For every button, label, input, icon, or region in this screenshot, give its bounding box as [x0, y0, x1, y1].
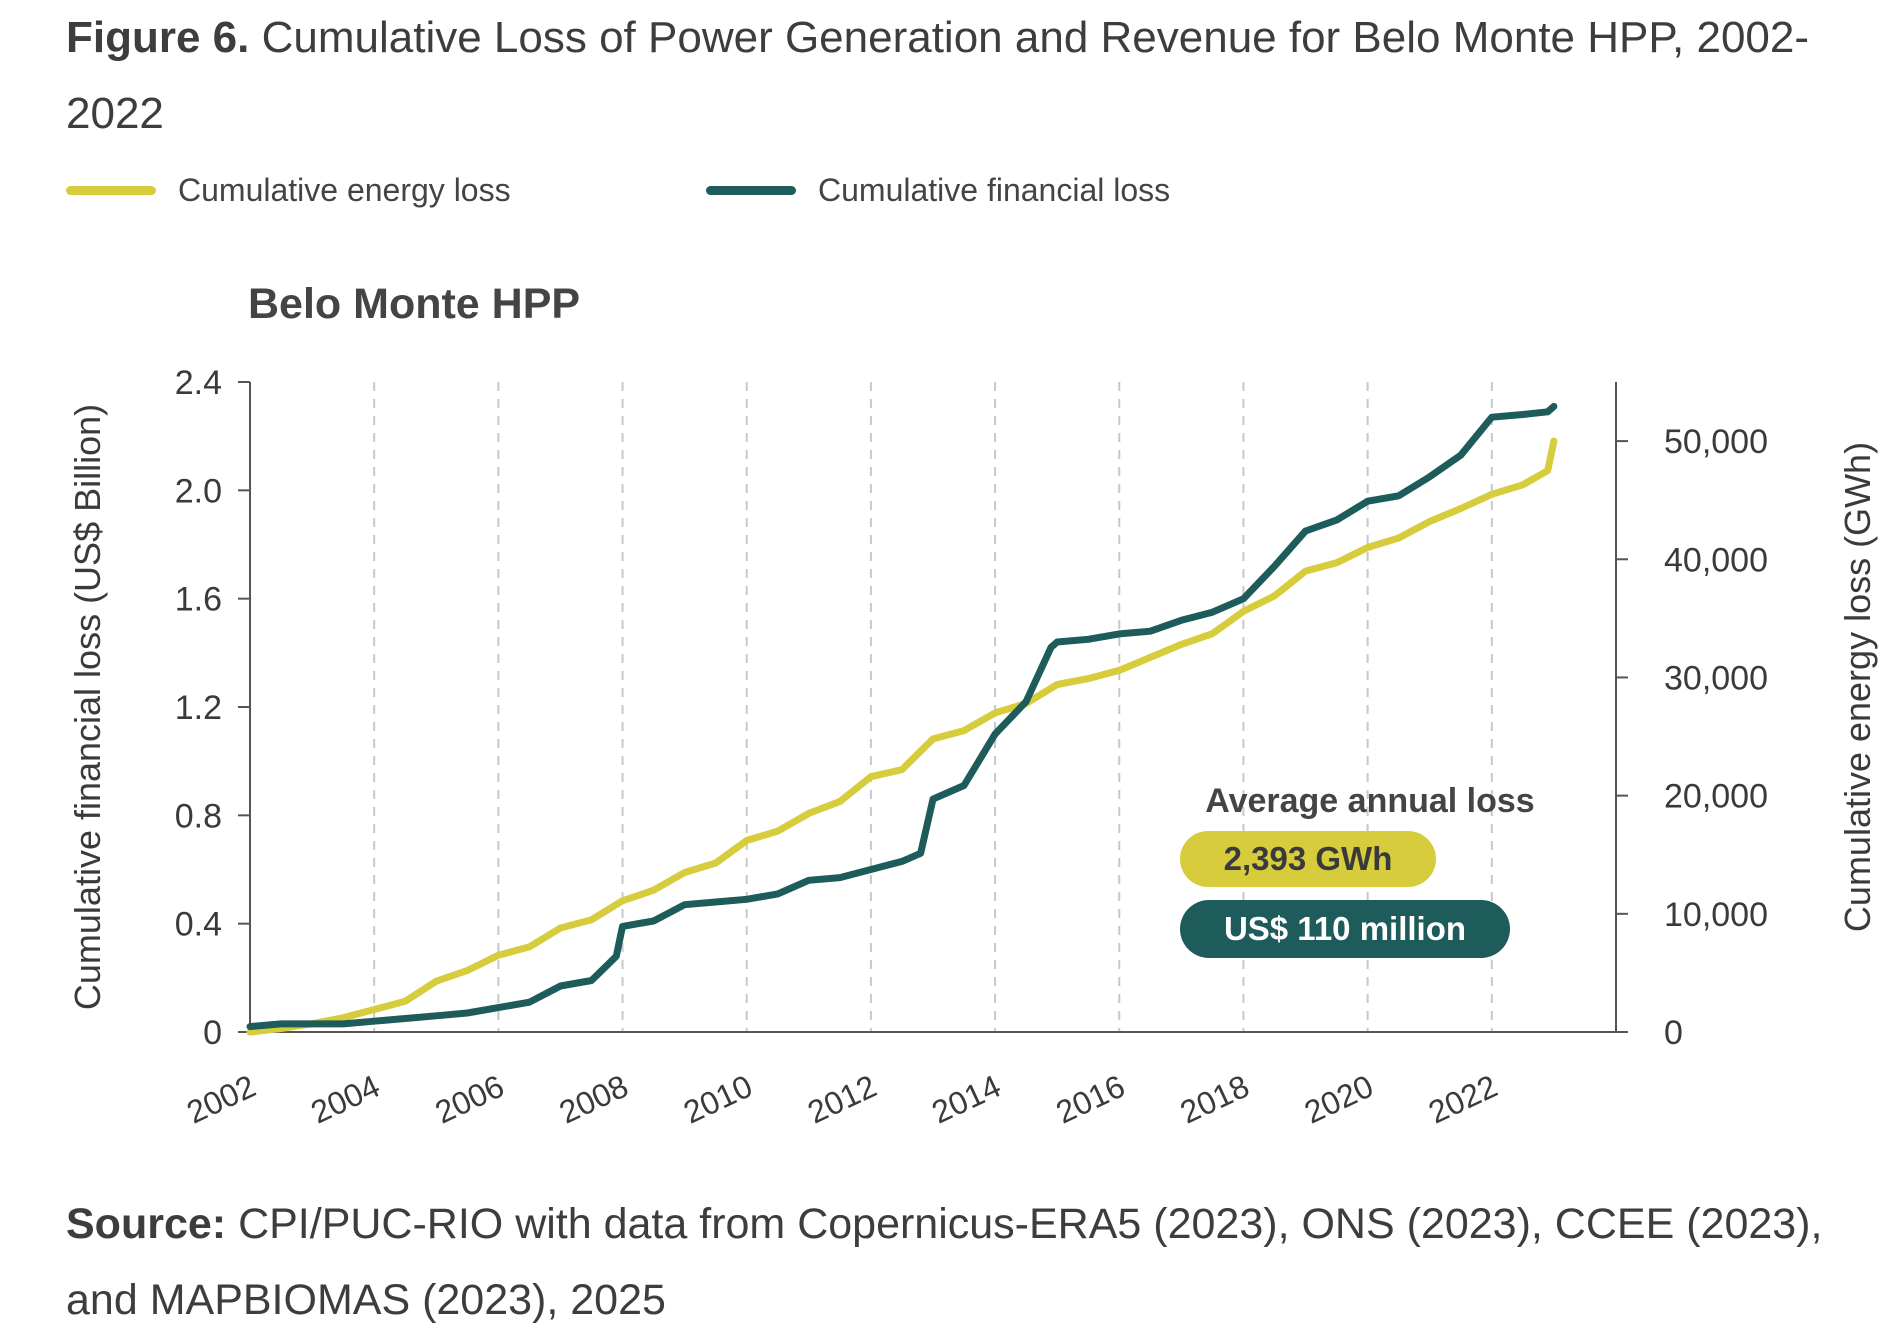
x-tick-label: 2012: [802, 1068, 882, 1131]
legend-swatch-financial: [706, 185, 796, 195]
x-tick-label: 2022: [1423, 1068, 1503, 1131]
chart-legend: Cumulative energy loss Cumulative financ…: [66, 168, 1566, 212]
legend-item-energy: Cumulative energy loss: [66, 168, 511, 212]
series-line-energy: [246, 437, 1558, 1036]
y-tick-label-right: 50,000: [1664, 423, 1768, 461]
x-tick-label: 2008: [554, 1068, 634, 1131]
chart-title: Belo Monte HPP: [248, 280, 580, 328]
source-note: Source: CPI/PUC-RIO with data from Coper…: [66, 1186, 1866, 1338]
y-tick-label-right: 40,000: [1664, 541, 1768, 579]
x-tick-label: 2004: [305, 1068, 385, 1131]
x-tick-label: 2002: [181, 1068, 261, 1131]
y-axis-title-left: Cumulative financial loss (US$ Billion): [67, 404, 108, 1010]
x-tick-label: 2006: [430, 1068, 510, 1131]
annotation-energy-pill: [1180, 831, 1436, 887]
x-tick-label: 2016: [1050, 1068, 1130, 1131]
y-tick-label-left: 0.8: [175, 797, 222, 835]
source-text: CPI/PUC-RIO with data from Copernicus-ER…: [66, 1200, 1823, 1324]
legend-swatch-energy: [66, 185, 156, 195]
legend-label-energy: Cumulative energy loss: [178, 171, 511, 208]
y-tick-label-left: 0: [203, 1014, 222, 1052]
legend-label-financial: Cumulative financial loss: [818, 171, 1171, 208]
y-axis-title-right: Cumulative energy loss (GWh): [1837, 442, 1878, 932]
figure-title-text: Cumulative Loss of Power Generation and …: [66, 13, 1810, 138]
y-tick-label-left: 1.2: [175, 689, 222, 727]
annotation-financial-pill: [1180, 900, 1510, 958]
series-line-financial: [246, 402, 1558, 1031]
annotation-financial-value: US$ 110 million: [1224, 910, 1466, 947]
x-tick-label: 2010: [678, 1068, 758, 1131]
x-tick-label: 2018: [1175, 1068, 1255, 1131]
y-tick-label-right: 20,000: [1664, 778, 1768, 816]
y-tick-label-right: 30,000: [1664, 659, 1768, 697]
legend-item-financial: Cumulative financial loss: [706, 168, 1170, 212]
y-tick-label-left: 2.4: [175, 364, 222, 402]
annotation-heading: Average annual loss: [1205, 782, 1534, 820]
source-label: Source:: [66, 1200, 227, 1248]
axes-layer: 2002 2004 2006 2008 2010 2012 2014 2016 2018 2020…: [67, 364, 1878, 1130]
line-chart: Belo Monte HPP 2002 2004 2006 2008 2010 2012 2…: [67, 280, 1878, 1130]
y-tick-label-left: 0.4: [175, 906, 222, 944]
y-tick-label-left: 2.0: [175, 472, 222, 510]
figure-label: Figure 6.: [66, 13, 250, 62]
figure-title: Figure 6. Cumulative Loss of Power Gener…: [66, 0, 1866, 152]
y-tick-label-left: 1.6: [175, 581, 222, 619]
series-layer: [246, 402, 1558, 1036]
y-tick-label-right: 0: [1664, 1014, 1683, 1052]
annotation-energy-value: 2,393 GWh: [1224, 840, 1393, 877]
x-tick-label: 2014: [926, 1068, 1006, 1131]
y-tick-label-right: 10,000: [1664, 896, 1768, 934]
annotation-box: Average annual loss 2,393 GWh US$ 110 mi…: [1180, 782, 1535, 958]
x-tick-label: 2020: [1299, 1068, 1379, 1131]
grid-layer: [373, 382, 1493, 1032]
